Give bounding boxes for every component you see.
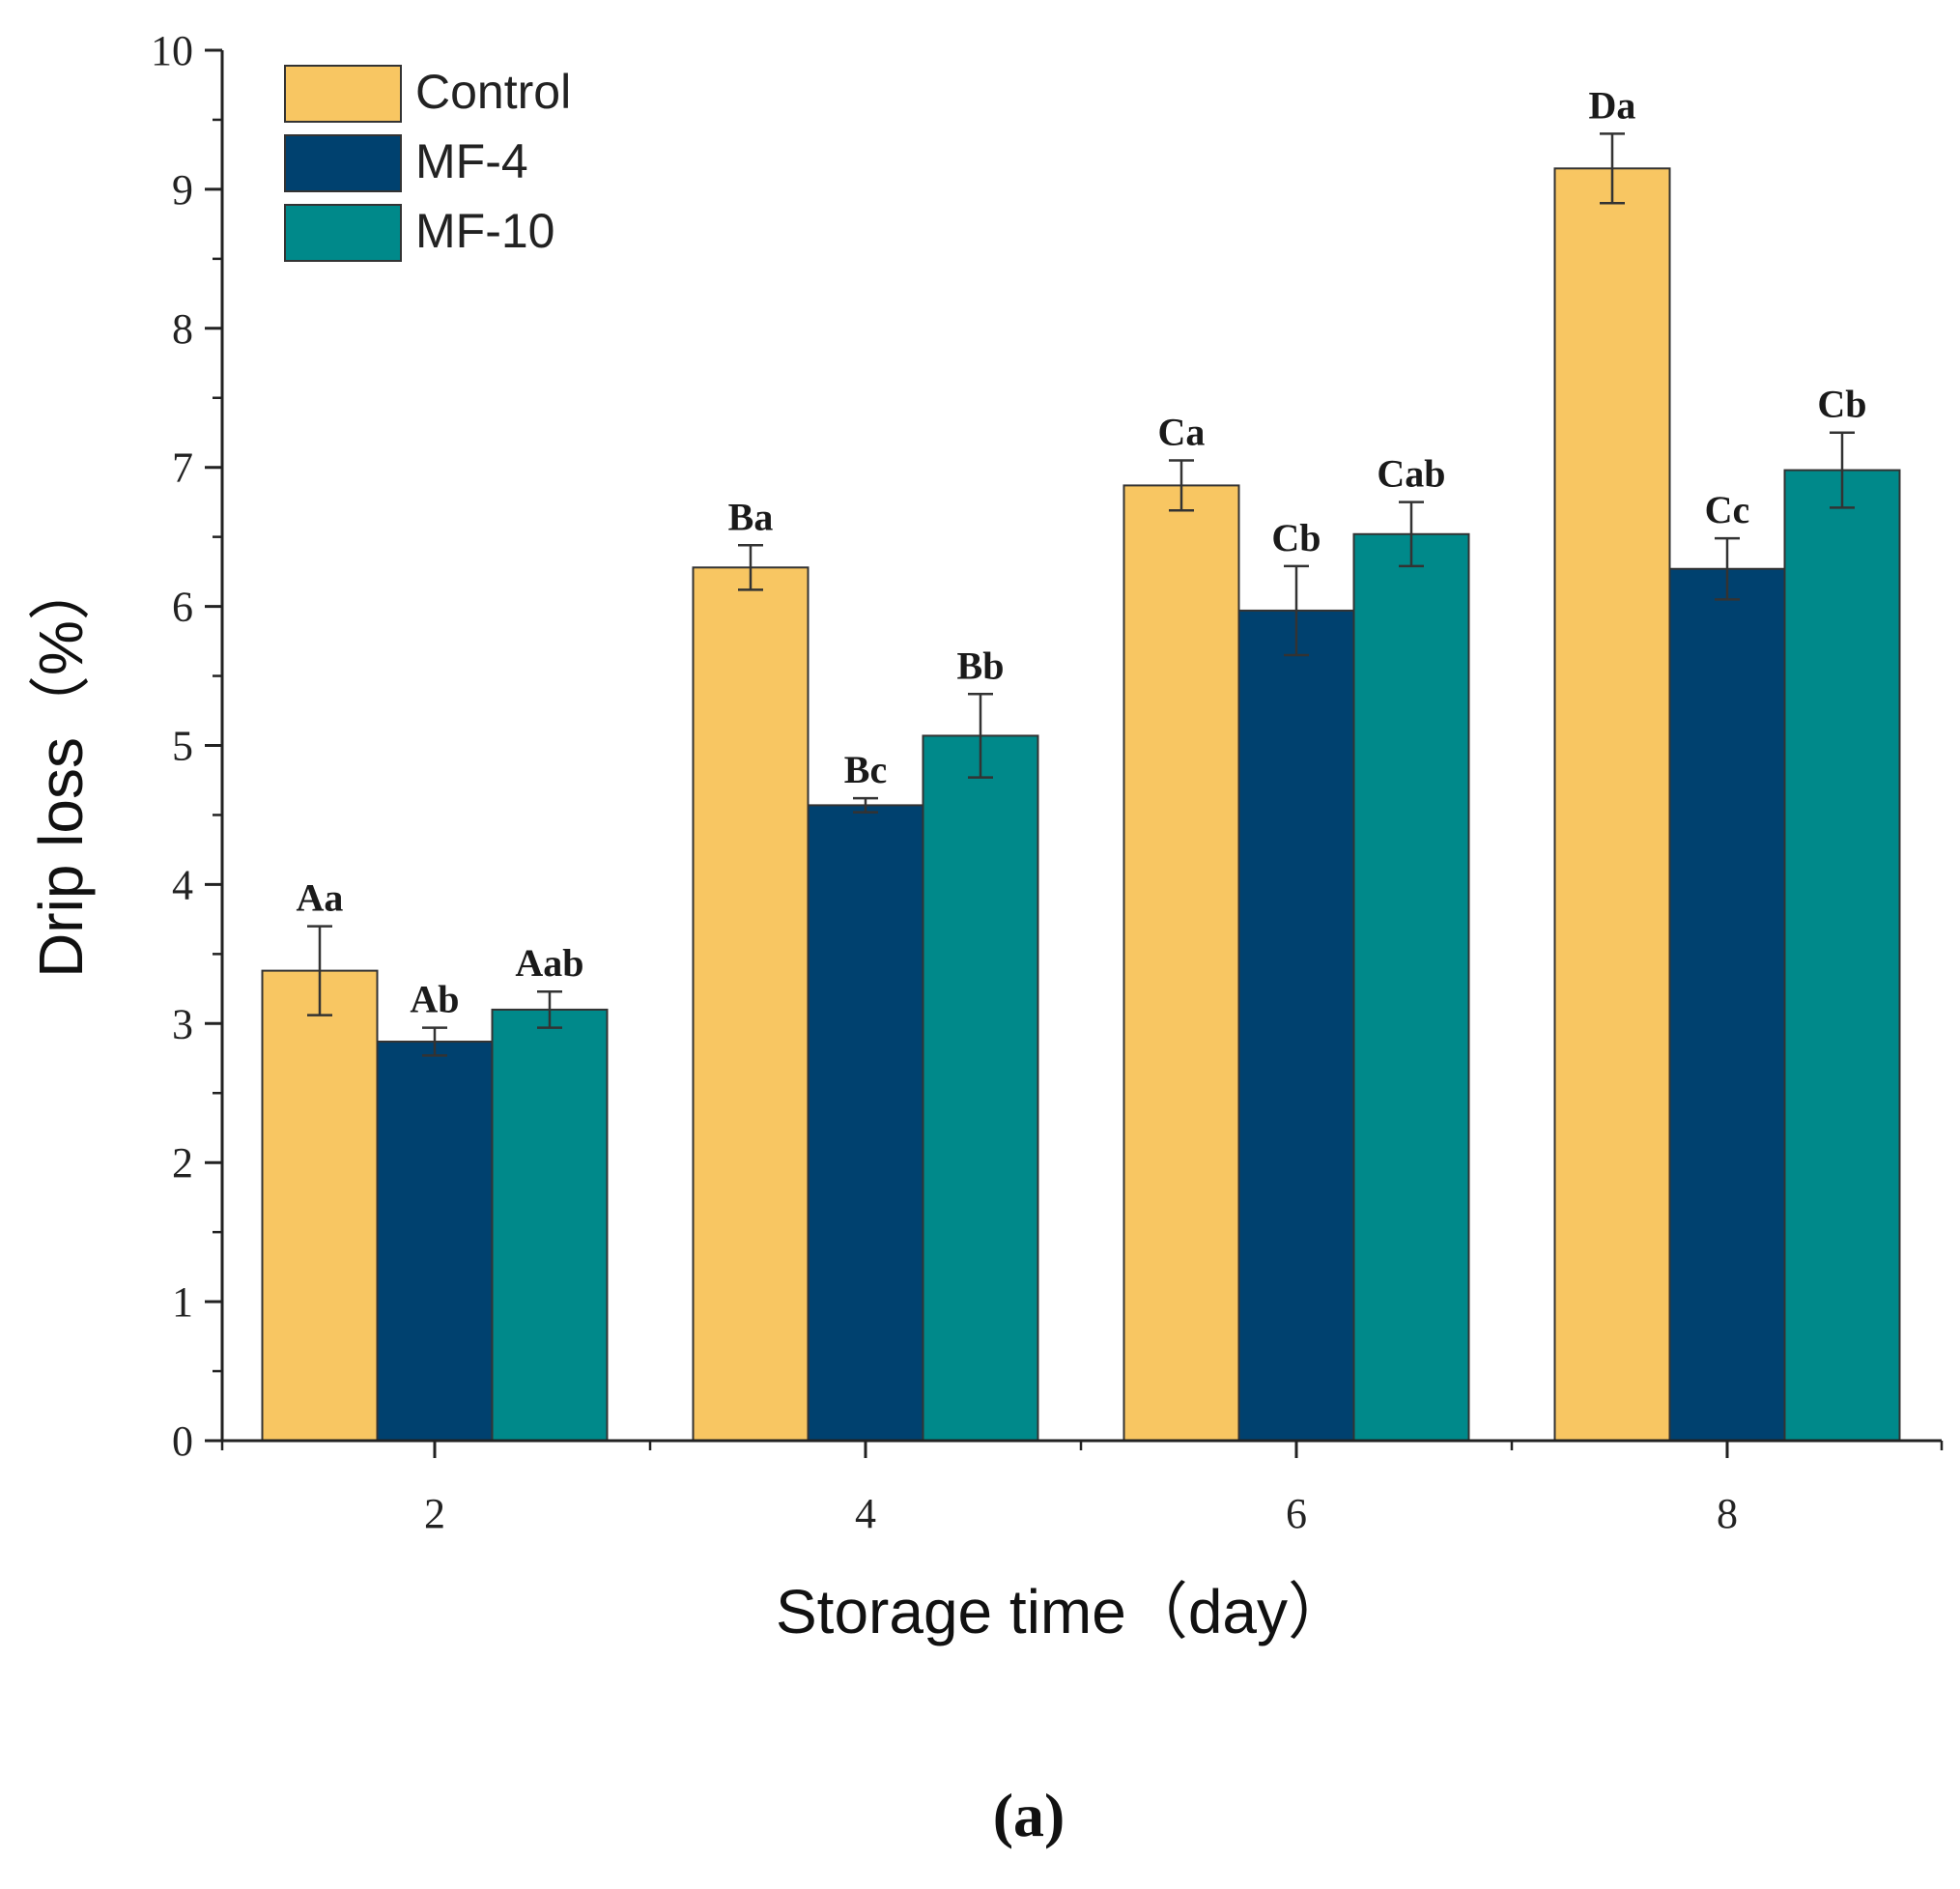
- bar-mf-4-day-6: [1237, 609, 1355, 1442]
- bar-control-day-4: [692, 566, 810, 1442]
- bar-mf-10-day-4: [922, 734, 1039, 1442]
- bar-mf-10-day-8: [1783, 469, 1901, 1442]
- y-tick-label: 0: [172, 1417, 193, 1465]
- bar-control-day-6: [1122, 484, 1240, 1443]
- error-bar-mf-10-day-8: [1830, 431, 1855, 509]
- y-tick-label: 6: [172, 584, 193, 631]
- significance-label: Da: [1589, 83, 1636, 127]
- significance-label: Cb: [1817, 383, 1866, 426]
- significance-label: Cab: [1377, 452, 1445, 496]
- error-bar-mf-4-day-4: [853, 796, 878, 814]
- y-tick-label: 8: [172, 305, 193, 353]
- error-bar-control-day-6: [1169, 459, 1194, 512]
- y-tick-label: 4: [172, 861, 193, 908]
- y-tick-label: 5: [172, 723, 193, 770]
- legend-label-mf-4: MF-4: [415, 134, 528, 188]
- error-bar-control-day-2: [307, 925, 332, 1016]
- x-tick-label: 8: [1717, 1490, 1738, 1537]
- significance-label: Cb: [1271, 516, 1321, 559]
- legend-swatch-control: [284, 65, 402, 123]
- legend-label-control: Control: [415, 65, 571, 119]
- bar-mf-10-day-6: [1352, 532, 1470, 1442]
- y-tick-label: 2: [172, 1139, 193, 1187]
- bar-mf-10-day-2: [491, 1008, 609, 1443]
- panel-label: (a): [993, 1781, 1065, 1849]
- error-bar-control-day-4: [738, 544, 763, 591]
- legend-swatch-mf-4: [284, 134, 402, 192]
- error-bar-mf-10-day-6: [1399, 501, 1424, 568]
- bar-mf-4-day-2: [376, 1041, 494, 1442]
- error-bar-mf-4-day-8: [1715, 536, 1740, 601]
- x-axis-title: Storage time（day）: [776, 1577, 1349, 1646]
- legend-label-mf-10: MF-10: [415, 204, 554, 258]
- x-tick-label: 6: [1286, 1490, 1307, 1537]
- bar-mf-4-day-8: [1668, 567, 1786, 1442]
- significance-label: Ab: [410, 978, 459, 1021]
- significance-label: Bb: [957, 644, 1005, 687]
- error-bar-mf-4-day-2: [422, 1026, 447, 1057]
- y-axis-title: Drip loss（%）: [26, 558, 96, 978]
- significance-label: Cc: [1705, 488, 1750, 531]
- bar-control-day-2: [261, 969, 379, 1442]
- bar-mf-4-day-4: [807, 804, 924, 1442]
- legend-swatch-mf-10: [284, 204, 402, 262]
- y-tick-label: 1: [172, 1278, 193, 1326]
- y-tick-label: 9: [172, 166, 193, 214]
- error-bar-mf-10-day-4: [968, 693, 993, 779]
- significance-label: Aa: [297, 876, 344, 920]
- y-tick-label: 3: [172, 1000, 193, 1047]
- x-tick-label: 2: [424, 1490, 445, 1537]
- y-tick-label: 10: [151, 27, 193, 74]
- plot-area: Aa Ab Aab Ba Bc Bb Ca Cb Cab Da Cc Cb 0 1 2 3 4 5 6 7 8 9 10 2 4…: [151, 27, 1944, 1537]
- error-bar-mf-4-day-6: [1284, 564, 1309, 657]
- significance-label: Ba: [728, 495, 774, 538]
- legend: Control MF-4 MF-10: [284, 65, 571, 262]
- bar-control-day-8: [1553, 167, 1671, 1443]
- error-bar-control-day-8: [1600, 132, 1625, 205]
- y-tick-label: 7: [172, 444, 193, 492]
- error-bar-mf-10-day-2: [537, 989, 562, 1029]
- significance-label: Bc: [844, 748, 887, 791]
- significance-label: Ca: [1158, 411, 1206, 454]
- x-tick-label: 4: [855, 1490, 876, 1537]
- significance-label: Aab: [515, 941, 583, 985]
